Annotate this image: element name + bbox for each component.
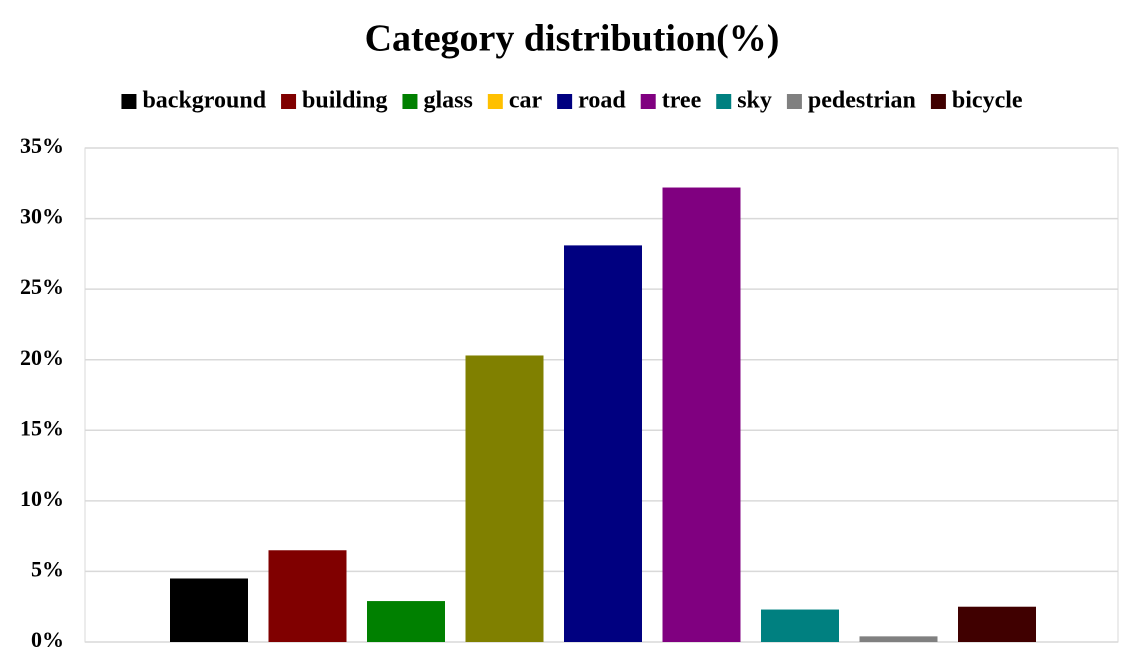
legend-label: car (509, 88, 543, 114)
legend-label: pedestrian (808, 88, 916, 114)
legend-swatch (640, 94, 656, 109)
y-tick-label: 35% (20, 133, 64, 158)
bar (859, 636, 938, 642)
legend-label: glass (423, 88, 472, 114)
bar (958, 606, 1036, 642)
y-tick-label: 25% (20, 274, 64, 299)
legend-swatch (121, 94, 137, 109)
legend-swatch (281, 94, 297, 109)
legend-label: bicycle (952, 88, 1023, 114)
bar (170, 578, 248, 642)
legend-swatch (487, 94, 503, 109)
y-tick-label: 10% (20, 486, 64, 511)
legend-label: tree (662, 88, 702, 114)
bar (268, 550, 347, 642)
legend-swatch (557, 94, 573, 109)
chart-title: Category distribution(%) (365, 18, 780, 60)
legend-label: road (578, 88, 626, 114)
legend-label: background (142, 88, 266, 114)
y-tick-label: 15% (20, 415, 64, 440)
y-tick-label: 0% (31, 627, 64, 652)
legend-swatch (402, 94, 418, 109)
y-tick-label: 5% (31, 556, 64, 581)
bar (465, 355, 544, 642)
bar (564, 245, 642, 643)
legend-label: building (302, 88, 387, 114)
y-tick-label: 30% (20, 204, 64, 229)
bar (662, 187, 741, 642)
bar (367, 601, 445, 642)
legend-swatch (716, 94, 732, 109)
y-tick-label: 20% (20, 345, 64, 370)
bar (761, 609, 839, 642)
legend-swatch (930, 94, 946, 109)
legend-label: sky (737, 88, 772, 114)
legend-swatch (786, 94, 802, 109)
